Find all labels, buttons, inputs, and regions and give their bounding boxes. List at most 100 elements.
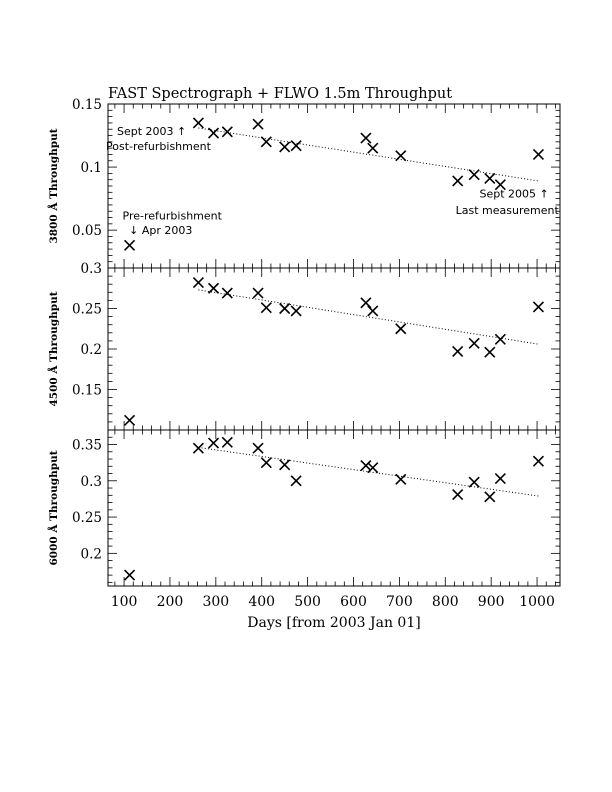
marker-stroke [192, 277, 204, 289]
data-point [207, 437, 220, 449]
marker-stroke [532, 455, 544, 467]
data-point [395, 323, 407, 335]
marker-stroke [452, 345, 464, 357]
annotation: ↓ Apr 2003 [129, 224, 192, 237]
data-point [290, 140, 302, 152]
marker-stroke [395, 473, 407, 485]
marker-stroke [367, 305, 379, 317]
marker-stroke [360, 132, 372, 144]
marker-stroke [192, 117, 204, 129]
marker-stroke [290, 140, 302, 152]
data-point [494, 179, 506, 191]
marker-stroke [494, 333, 506, 345]
x-tick-label: 200 [157, 594, 184, 610]
x-tick-label: 1000 [519, 594, 555, 610]
annotation: Sept 2003 ↑ [117, 125, 186, 138]
marker-stroke [221, 126, 233, 138]
data-point [395, 150, 407, 162]
data-point [279, 302, 291, 315]
y-tick-label: 0.2 [81, 342, 102, 358]
marker-stroke [484, 491, 496, 503]
x-tick-label: 400 [248, 594, 275, 610]
marker-stroke [279, 141, 291, 153]
panel-frame [107, 429, 561, 587]
data-point [484, 172, 496, 184]
y-tick-label: 0.2 [81, 546, 102, 562]
marker-stroke [290, 475, 302, 487]
panels-group: 0.05 0.1 0.15 3800 Å Throughput Sept 2003 ↑ P… [46, 97, 561, 610]
marker-stroke [221, 287, 233, 299]
marker-stroke [124, 414, 136, 426]
data-point [221, 126, 233, 138]
data-point [260, 302, 272, 314]
data-point [532, 301, 544, 313]
y-tick-label: 0.1 [81, 160, 102, 176]
marker-stroke [290, 305, 302, 317]
x-tick-label: 100 [111, 594, 138, 610]
data-point [192, 442, 204, 454]
data-point [290, 305, 302, 317]
trend-line [198, 289, 539, 345]
data-point [279, 141, 291, 153]
marker-stroke [252, 287, 264, 299]
data-point [124, 239, 136, 251]
data-point [124, 414, 136, 426]
data-point [192, 117, 204, 129]
data-point [367, 462, 379, 474]
data-point [252, 442, 264, 454]
data-point [468, 476, 480, 488]
x-tick-label: 700 [386, 594, 413, 610]
data-point [494, 333, 506, 345]
marker-stroke [207, 437, 220, 449]
y-tick-label: 0.25 [72, 302, 102, 318]
marker-stroke [207, 282, 220, 294]
data-point [484, 346, 496, 358]
y-tick-label: 0.35 [72, 438, 102, 454]
panel-3: 0.2 0.25 0.3 0.35 6000 Å Throughput 100 200 300… [46, 429, 561, 610]
data-point [290, 475, 302, 487]
annotation: Last measurement [456, 204, 560, 217]
marker-stroke [532, 148, 544, 161]
data-point [452, 345, 464, 357]
panel-2: 0.15 0.2 0.25 0.3 4500 Å Throughput [46, 261, 561, 431]
x-tick-label: 800 [432, 594, 459, 610]
data-point [252, 287, 264, 299]
marker-stroke [260, 136, 272, 148]
marker-stroke [360, 297, 372, 309]
y-tick-label: 0.3 [81, 474, 102, 490]
marker-stroke [494, 473, 506, 485]
x-tick-label: 300 [202, 594, 229, 610]
annotation: Post-refurbishment [106, 140, 212, 153]
marker-stroke [367, 142, 379, 154]
data-point [124, 569, 136, 581]
marker-stroke [207, 127, 220, 139]
data-point [395, 473, 407, 485]
data-point [360, 459, 372, 472]
marker-stroke [494, 179, 506, 191]
data-point [452, 489, 464, 501]
marker-stroke [192, 442, 204, 454]
data-point [532, 148, 544, 161]
y-axis-label: 3800 Å Throughput [46, 128, 60, 243]
data-point [360, 297, 372, 309]
marker-stroke [395, 323, 407, 335]
data-point [221, 436, 233, 448]
marker-stroke [260, 302, 272, 314]
marker-stroke [532, 301, 544, 313]
x-tick-label: 500 [294, 594, 321, 610]
data-point [494, 473, 506, 485]
y-tick-label: 0.05 [72, 223, 102, 239]
y-tick-label: 0.15 [72, 383, 102, 399]
marker-stroke [468, 169, 480, 181]
data-point [207, 282, 220, 294]
data-point [532, 455, 544, 467]
y-tick-label: 0.3 [81, 261, 102, 277]
y-axis-label: 6000 Å Throughput [46, 450, 60, 565]
data-point [221, 287, 233, 299]
data-point [260, 136, 272, 148]
marker-stroke [260, 457, 272, 469]
marker-stroke [452, 175, 464, 187]
x-tick-label: 600 [340, 594, 367, 610]
annotation: Sept 2005 ↑ [479, 187, 548, 200]
